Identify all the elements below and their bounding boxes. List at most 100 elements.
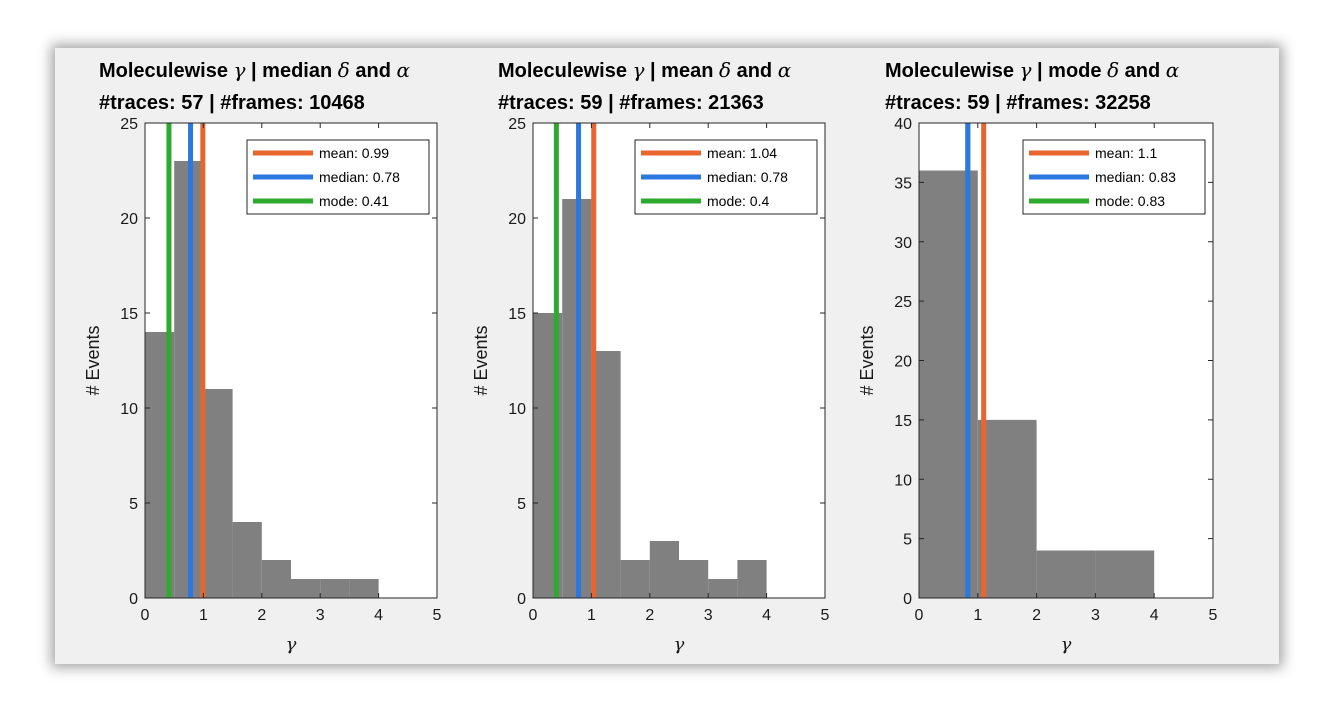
title-part-title-and: and	[350, 60, 397, 82]
y-axis-label: # Events	[83, 325, 103, 395]
y-axis-label: # Events	[471, 325, 491, 395]
title-part-title-mid: | mean	[644, 60, 719, 82]
histogram-bar	[203, 389, 233, 598]
legend-entry: median: 0.78	[319, 169, 400, 185]
x-tick-label: 2	[645, 607, 654, 624]
y-tick-label: 15	[508, 306, 526, 323]
title-part-title-delta: δ	[719, 58, 731, 82]
histogram-bar	[291, 579, 321, 598]
x-tick-label: 5	[433, 607, 442, 624]
chart-subtitle: #traces: 59 | #frames: 32258	[885, 92, 1151, 114]
chart-panel-2: 0 1 2 3 4 5 0 5 10 15 20 25 γ # Events Moleculewise γ …	[471, 58, 830, 655]
histogram-bar	[620, 560, 650, 598]
title-part-title-and: and	[731, 60, 778, 82]
histogram-bar	[320, 579, 350, 598]
legend-entry: median: 0.78	[707, 169, 788, 185]
chart-panel-3: 0 1 2 3 4 5 0 5 10 15 20 25 30 35 40 γ # Events Moleculew…	[857, 58, 1218, 655]
title-part-title-gamma: γ	[1020, 58, 1032, 82]
histogram-bar	[591, 351, 621, 598]
y-tick-label: 20	[120, 211, 138, 228]
title-part-title-alpha: α	[1166, 58, 1180, 82]
histogram-bar	[261, 560, 291, 598]
legend-entry: mode: 0.41	[319, 193, 389, 209]
title-part-title-delta: δ	[1107, 58, 1119, 82]
x-tick-label: 3	[704, 607, 713, 624]
y-tick-label: 25	[508, 116, 526, 133]
figure-window: 0 1 2 3 4 5 0 5 10 15 20 25 γ # Events Moleculewise γ …	[55, 48, 1279, 664]
title-part-title-gamma: γ	[234, 58, 246, 82]
x-tick-label: 4	[1150, 607, 1159, 624]
x-axis-label: γ	[674, 634, 685, 655]
x-tick-label: 4	[762, 607, 771, 624]
y-tick-label: 25	[894, 294, 912, 311]
x-tick-label: 3	[316, 607, 325, 624]
histogram-bar	[708, 579, 738, 598]
x-tick-label: 0	[915, 607, 924, 624]
legend: mean: 1.1 median: 0.83 mode: 0.83	[1022, 139, 1206, 215]
chart-title: Moleculewise γ | mean δ and α	[498, 58, 792, 82]
x-tick-label: 5	[821, 607, 830, 624]
chart-title: Moleculewise γ | mode δ and α	[885, 58, 1180, 82]
histogram-bar	[737, 560, 767, 598]
x-tick-label: 3	[1091, 607, 1100, 624]
histogram-bar	[679, 560, 709, 598]
title-part-title-and: and	[1119, 60, 1166, 82]
y-tick-label: 0	[517, 591, 526, 608]
y-tick-label: 35	[894, 175, 912, 192]
y-tick-label: 20	[894, 354, 912, 371]
x-tick-label: 2	[1032, 607, 1041, 624]
y-tick-label: 30	[894, 235, 912, 252]
histogram-bar	[232, 522, 262, 598]
y-tick-label: 15	[894, 413, 912, 430]
axes-box	[532, 122, 826, 599]
y-tick-label: 5	[517, 496, 526, 513]
y-tick-label: 15	[120, 306, 138, 323]
y-tick-label: 0	[129, 591, 138, 608]
histogram-bar	[977, 419, 1037, 598]
y-tick-label: 20	[508, 211, 526, 228]
x-tick-label: 1	[973, 607, 982, 624]
x-tick-label: 1	[587, 607, 596, 624]
legend-entry: median: 0.83	[1095, 169, 1176, 185]
x-tick-label: 5	[1209, 607, 1218, 624]
x-tick-label: 2	[257, 607, 266, 624]
x-tick-label: 1	[199, 607, 208, 624]
title-part-title-delta: δ	[338, 58, 350, 82]
chart-panel-1: 0 1 2 3 4 5 0 5 10 15 20 25 γ # Events Moleculewise γ …	[83, 58, 442, 655]
x-tick-label: 0	[529, 607, 538, 624]
chart-subtitle: #traces: 57 | #frames: 10468	[99, 92, 365, 114]
x-axis-label: γ	[286, 634, 297, 655]
y-tick-label: 10	[894, 472, 912, 489]
y-tick-label: 5	[129, 496, 138, 513]
chart-title: Moleculewise γ | median δ and α	[99, 58, 410, 82]
legend: mean: 1.04 median: 0.78 mode: 0.4	[634, 139, 818, 215]
y-tick-label: 5	[903, 532, 912, 549]
legend-entry: mode: 0.83	[1095, 193, 1165, 209]
y-axis-label: # Events	[857, 325, 877, 395]
legend-entry: mean: 0.99	[319, 145, 389, 161]
y-tick-label: 25	[120, 116, 138, 133]
histogram-bar	[1036, 550, 1096, 598]
histogram-bar	[649, 541, 679, 598]
title-part-title-mid: | mode	[1031, 60, 1107, 82]
title-part-title-line1-prefix: Moleculewise	[99, 60, 234, 82]
legend: mean: 0.99 median: 0.78 mode: 0.41	[246, 139, 430, 215]
title-part-title-line1-prefix: Moleculewise	[498, 60, 633, 82]
legend-entry: mean: 1.04	[707, 145, 777, 161]
title-part-title-alpha: α	[778, 58, 792, 82]
x-tick-label: 4	[374, 607, 383, 624]
histogram-bar	[1095, 550, 1155, 598]
title-part-title-mid: | median	[245, 60, 337, 82]
x-axis-label: γ	[1061, 634, 1072, 655]
y-tick-label: 10	[508, 401, 526, 418]
y-tick-label: 10	[120, 401, 138, 418]
axes-box	[144, 122, 438, 599]
histogram-bar	[349, 579, 379, 598]
y-tick-label: 0	[903, 591, 912, 608]
legend-entry: mode: 0.4	[707, 193, 769, 209]
chart-subtitle: #traces: 59 | #frames: 21363	[498, 92, 764, 114]
title-part-title-line1-prefix: Moleculewise	[885, 60, 1020, 82]
title-part-title-alpha: α	[396, 58, 410, 82]
x-tick-label: 0	[141, 607, 150, 624]
